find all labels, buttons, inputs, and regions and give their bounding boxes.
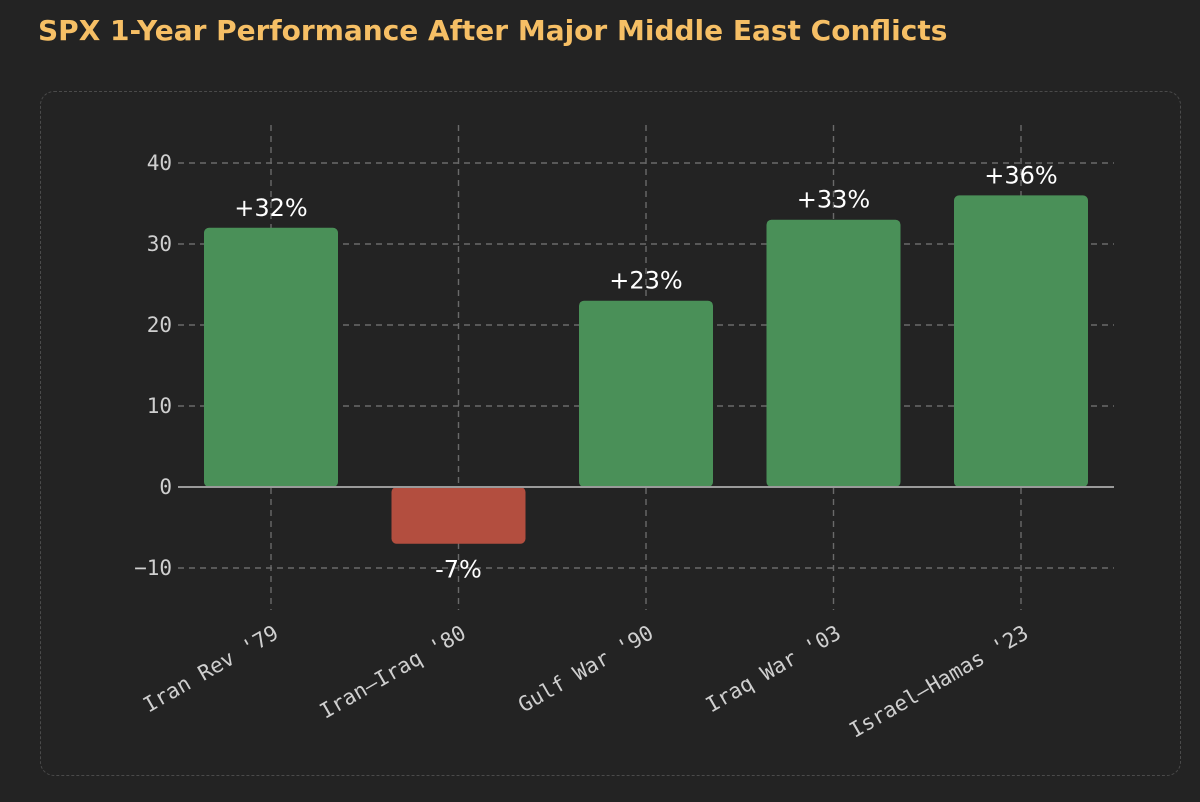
bar-value-label: +23% [609, 267, 682, 295]
bar [204, 227, 338, 488]
bar-value-label: +33% [797, 186, 870, 214]
y-tick-label: 10 [147, 394, 172, 418]
y-tick-label: 0 [159, 475, 172, 499]
label-layer: +32% -7% +23% +33% +36% [234, 161, 1057, 583]
bar-value-label: +32% [234, 194, 307, 222]
bar [954, 195, 1088, 487]
chart-panel [40, 91, 1181, 776]
y-tick-label: 20 [147, 313, 172, 337]
bar [579, 300, 713, 487]
x-tick-label: Iraq War '03 [702, 621, 845, 718]
y-tick-label: 30 [147, 232, 172, 256]
bar [766, 219, 901, 487]
x-tick-label: Gulf War '90 [514, 621, 657, 718]
x-tick-label: Israel–Hamas '23 [845, 621, 1032, 743]
y-tick-label: 40 [147, 151, 172, 175]
chart-title: SPX 1-Year Performance After Major Middl… [38, 14, 948, 47]
bar-value-label: +36% [984, 161, 1057, 189]
x-tick-label: Iran Rev '79 [139, 621, 282, 718]
x-tick-label: Iran–Iraq '80 [316, 621, 470, 724]
bar [391, 487, 526, 544]
y-tick-label: −10 [134, 556, 172, 580]
bar-value-label: -7% [435, 556, 482, 584]
bar-layer [204, 195, 1088, 544]
